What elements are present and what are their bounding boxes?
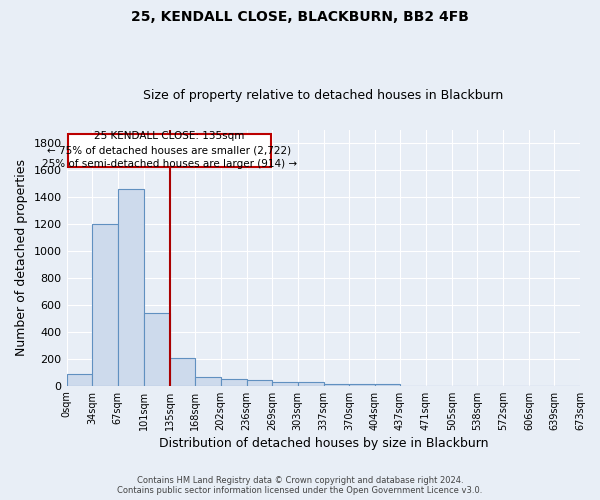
Bar [195,377,221,386]
Text: Contains HM Land Registry data © Crown copyright and database right 2024.
Contai: Contains HM Land Registry data © Crown c… [118,476,482,495]
Bar [67,374,92,386]
X-axis label: Distribution of detached houses by size in Blackburn: Distribution of detached houses by size … [158,437,488,450]
Bar [92,224,118,386]
Bar [349,384,375,386]
Bar [221,379,247,386]
FancyBboxPatch shape [68,134,271,168]
Bar [323,384,349,386]
Bar [143,313,170,386]
Text: 25 KENDALL CLOSE: 135sqm
← 75% of detached houses are smaller (2,722)
25% of sem: 25 KENDALL CLOSE: 135sqm ← 75% of detach… [42,132,297,170]
Bar [247,380,272,386]
Y-axis label: Number of detached properties: Number of detached properties [15,159,28,356]
Bar [375,384,400,386]
Text: 25, KENDALL CLOSE, BLACKBURN, BB2 4FB: 25, KENDALL CLOSE, BLACKBURN, BB2 4FB [131,10,469,24]
Bar [170,358,195,386]
Bar [118,189,143,386]
Title: Size of property relative to detached houses in Blackburn: Size of property relative to detached ho… [143,89,503,102]
Bar [272,382,298,386]
Bar [298,382,323,386]
